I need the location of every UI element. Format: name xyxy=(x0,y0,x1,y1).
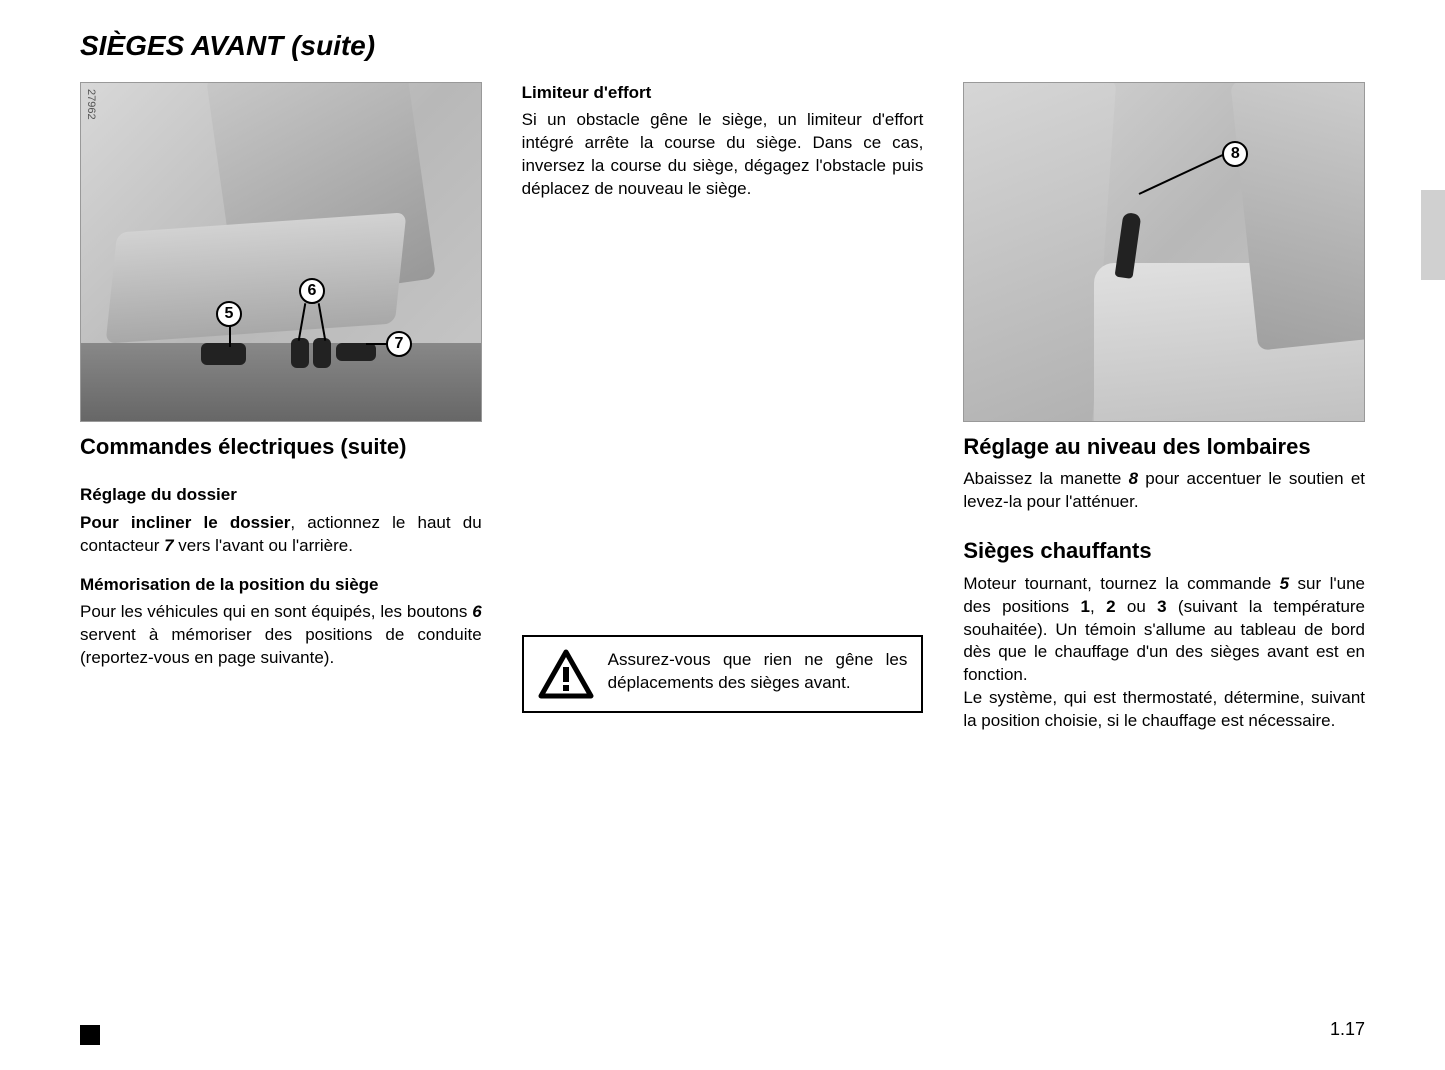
section-heading-heated-seats: Sièges chauffants xyxy=(963,538,1365,564)
text: Moteur tournant, tournez la commande xyxy=(963,574,1279,593)
text-bold: Pour incliner le dossier xyxy=(80,513,290,532)
text: , xyxy=(1090,597,1106,616)
callout-6: 6 xyxy=(299,278,325,304)
control-5-shape xyxy=(201,343,246,365)
paragraph-backrest: Pour incliner le dossier, actionnez le h… xyxy=(80,512,482,558)
callout-5: 5 xyxy=(216,301,242,327)
page-title: SIÈGES AVANT (suite) xyxy=(80,30,1365,62)
warning-triangle-icon xyxy=(538,649,594,699)
callout-7: 7 xyxy=(386,331,412,357)
section-heading-lumbar: Réglage au niveau des lombaires xyxy=(963,434,1365,460)
text-ref-1: 1 xyxy=(1081,597,1090,616)
page-corner-marker xyxy=(80,1025,100,1045)
subheading-backrest: Réglage du dossier xyxy=(80,484,482,505)
text-ref-3: 3 xyxy=(1157,597,1166,616)
manual-page: SIÈGES AVANT (suite) 27962 xyxy=(0,0,1445,1070)
callout-line xyxy=(1139,153,1226,195)
column-1: 27962 5 6 7 Commandes élect xyxy=(80,82,482,733)
paragraph-memory: Pour les véhicules qui en sont équipés, … xyxy=(80,601,482,670)
control-6b-shape xyxy=(313,338,331,368)
text: vers l'avant ou l'arrière. xyxy=(174,536,353,555)
paragraph-thermostat: Le système, qui est thermostaté, détermi… xyxy=(963,687,1365,733)
callout-line xyxy=(229,325,231,347)
floor-shape xyxy=(81,343,481,422)
column-3: 26799 8 Réglage au niveau des lombaires … xyxy=(963,82,1365,733)
subheading-effort-limiter: Limiteur d'effort xyxy=(522,82,924,103)
control-6a-shape xyxy=(291,338,309,368)
control-7-shape xyxy=(336,343,376,361)
text-ref-7: 7 xyxy=(164,536,173,555)
text: Pour les véhicules qui en sont équipés, … xyxy=(80,602,472,621)
text-ref-5: 5 xyxy=(1280,574,1289,593)
text-ref-6: 6 xyxy=(472,602,481,621)
column-2: Limiteur d'effort Si un obstacle gêne le… xyxy=(522,82,924,733)
seat-cushion-shape xyxy=(106,212,407,343)
paragraph-lumbar: Abaissez la manette 8 pour accentuer le … xyxy=(963,468,1365,514)
paragraph-heated-seats: Moteur tournant, tournez la commande 5 s… xyxy=(963,573,1365,688)
text: ou xyxy=(1116,597,1158,616)
text-ref-2: 2 xyxy=(1106,597,1115,616)
text: servent à mémoriser des positions de con… xyxy=(80,625,482,667)
text: Abaissez la manette xyxy=(963,469,1128,488)
figure-id-label: 27962 xyxy=(85,89,97,120)
warning-text: Assurez-vous que rien ne gêne les déplac… xyxy=(608,649,908,695)
text-ref-8: 8 xyxy=(1129,469,1138,488)
paragraph-effort-limiter: Si un obstacle gêne le siège, un limiteu… xyxy=(522,109,924,201)
subheading-memory: Mémorisation de la position du siège xyxy=(80,574,482,595)
figure-lumbar-lever: 26799 8 xyxy=(963,82,1365,422)
page-number: 1.17 xyxy=(1330,1019,1365,1040)
content-columns: 27962 5 6 7 Commandes élect xyxy=(80,82,1365,733)
section-heading-electric-controls: Commandes électriques (suite) xyxy=(80,434,482,460)
column-2-top: Limiteur d'effort Si un obstacle gêne le… xyxy=(522,82,924,201)
page-edge-tab xyxy=(1421,190,1445,280)
warning-box: Assurez-vous que rien ne gêne les déplac… xyxy=(522,635,924,713)
figure-seat-controls: 27962 5 6 7 xyxy=(80,82,482,422)
